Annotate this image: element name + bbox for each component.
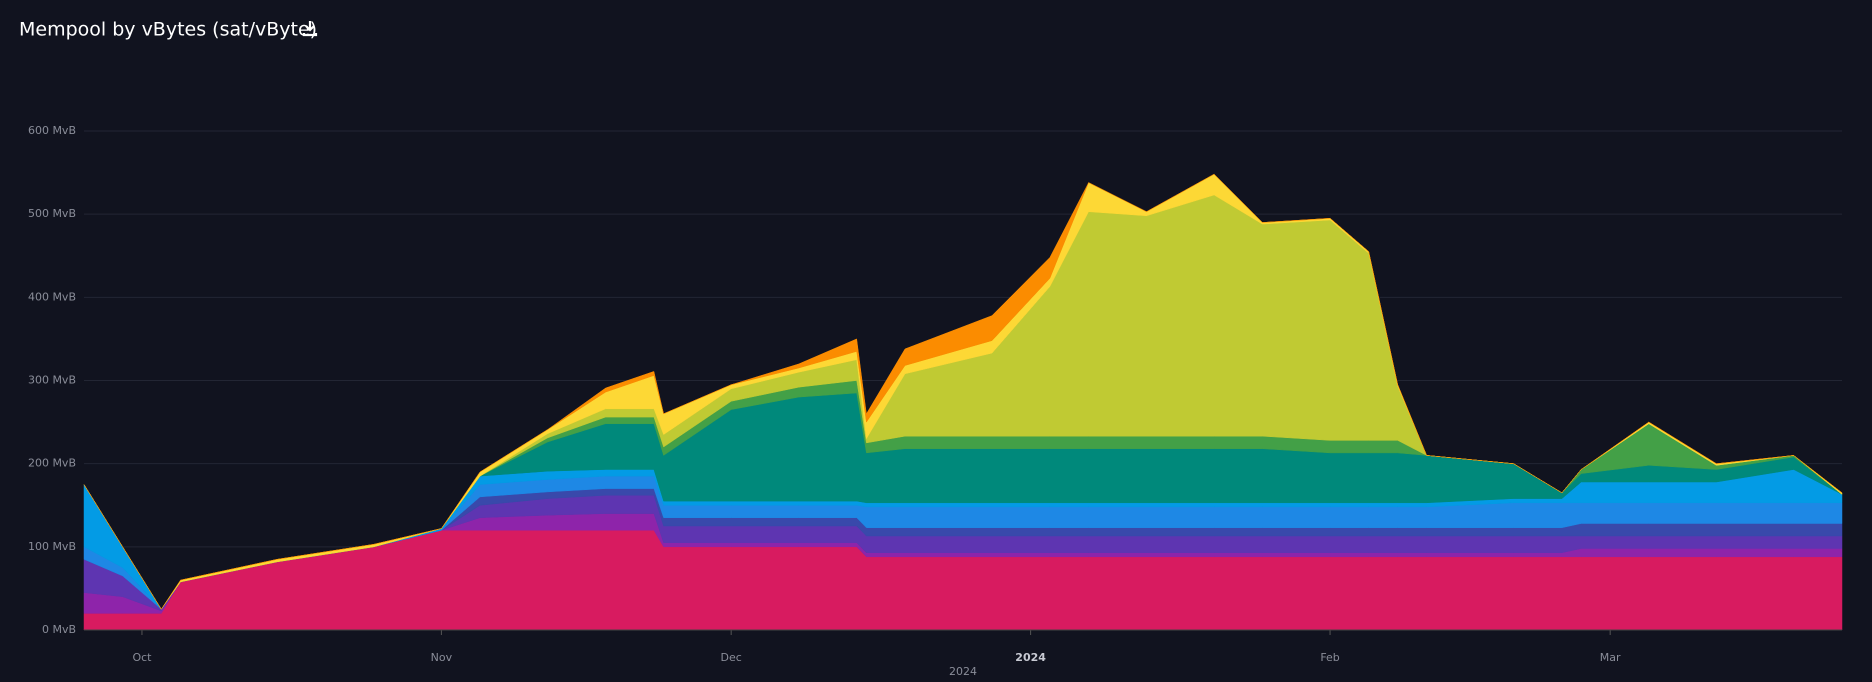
y-tick-label: 0 MvB [42, 623, 76, 636]
x-tick-label: Oct [132, 651, 152, 664]
y-tick-label: 600 MvB [28, 124, 76, 137]
x-tick-label: 2024 [1015, 651, 1046, 664]
area [83, 173, 1843, 610]
x-tick-label: Feb [1320, 651, 1339, 664]
x-tick-label: Nov [431, 651, 453, 664]
chart-title: Mempool by vBytes (sat/vByte) [19, 19, 317, 41]
y-tick-label: 100 MvB [28, 540, 76, 553]
x-axis-label: 2024 [949, 665, 977, 678]
y-tick-label: 300 MvB [28, 374, 76, 387]
y-tick-label: 200 MvB [28, 457, 76, 470]
download-glyph[interactable] [302, 21, 318, 37]
x-tick-label: Dec [721, 651, 742, 664]
x-tick-label: Mar [1600, 651, 1621, 664]
download-icon[interactable] [302, 21, 318, 37]
y-tick-label: 500 MvB [28, 207, 76, 220]
y-tick-label: 400 MvB [28, 290, 76, 303]
